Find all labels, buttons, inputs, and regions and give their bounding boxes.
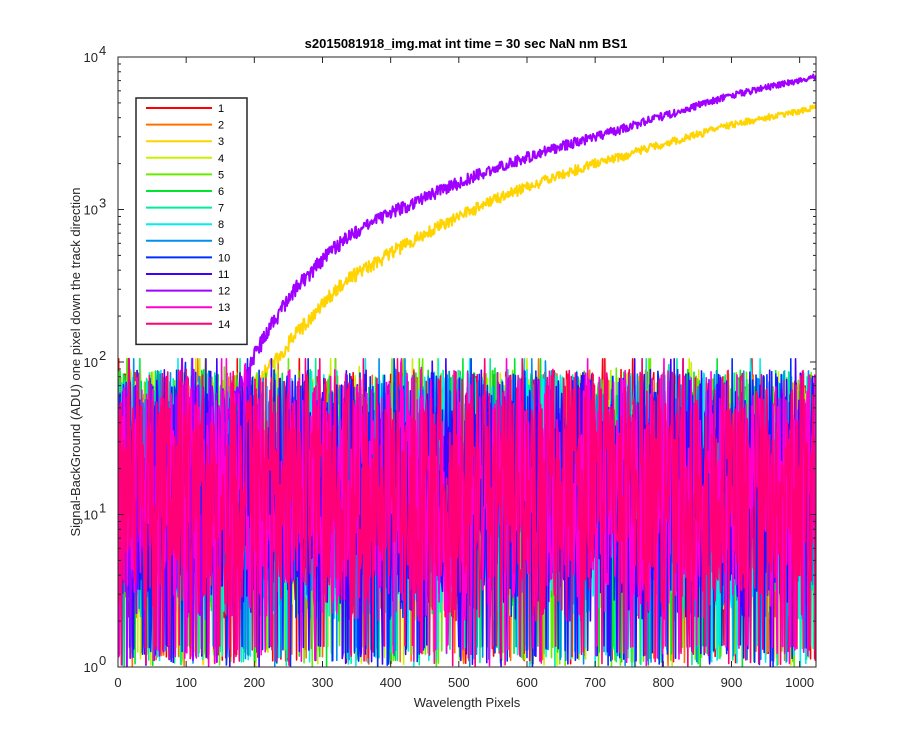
x-tick-label: 500 (448, 675, 470, 690)
legend-label-7: 7 (218, 203, 224, 215)
legend-box (135, 97, 248, 346)
x-axis-title: Wavelength Pixels (414, 695, 521, 710)
legend-label-6: 6 (218, 186, 224, 198)
legend-label-1: 1 (218, 103, 224, 115)
x-tick-label: 200 (243, 675, 265, 690)
x-tick-label: 300 (312, 675, 334, 690)
x-axis: 0 100 200 300 400 500 600 700 800 900 1000 (114, 57, 814, 690)
legend-label-8: 8 (218, 219, 224, 231)
series-line-14 (118, 357, 816, 667)
legend-label-3: 3 (218, 136, 224, 148)
legend-label-5: 5 (218, 169, 224, 181)
y-axis-title: Signal-BackGround (ADU) one pixel down t… (68, 187, 83, 536)
legend-label-12: 12 (218, 286, 230, 298)
x-tick-label: 400 (380, 675, 402, 690)
x-tick-label: 900 (721, 675, 743, 690)
y-tick-exponent: 4 (99, 43, 106, 58)
y-tick-exponent: 0 (99, 653, 106, 668)
legend-label-2: 2 (218, 120, 224, 132)
y-tick-label: 10 (84, 355, 98, 370)
chart-title: s2015081918_img.mat int time = 30 sec Na… (305, 36, 628, 51)
legend-label-10: 10 (218, 252, 230, 264)
y-tick-exponent: 1 (99, 501, 106, 516)
series-layer (118, 73, 816, 667)
legend-label-4: 4 (218, 153, 224, 165)
x-tick-label: 600 (516, 675, 538, 690)
x-tick-label: 800 (652, 675, 674, 690)
y-tick-label: 10 (84, 508, 98, 523)
x-tick-label: 100 (175, 675, 197, 690)
y-tick-label: 10 (84, 203, 98, 218)
y-tick-exponent: 3 (99, 196, 106, 211)
x-tick-label: 700 (584, 675, 606, 690)
x-tick-label: 0 (114, 675, 121, 690)
legend-label-14: 14 (218, 319, 230, 331)
y-tick-label: 10 (84, 50, 98, 65)
x-tick-label: 1000 (785, 675, 814, 690)
y-tick-label: 10 (84, 660, 98, 675)
legend-label-9: 9 (218, 236, 224, 248)
y-tick-exponent: 2 (99, 348, 106, 363)
legend-label-11: 11 (218, 269, 229, 281)
legend-label-13: 13 (218, 302, 230, 314)
